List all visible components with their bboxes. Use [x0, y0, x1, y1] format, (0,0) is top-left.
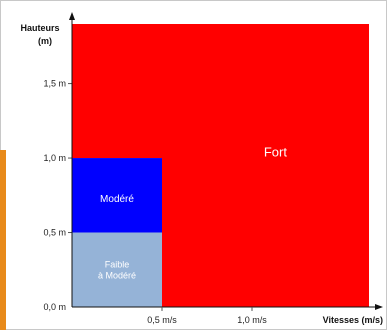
x-tick-label-0: 0,5 m/s — [147, 315, 177, 325]
y-tick-label-2: 1,0 m — [43, 153, 66, 163]
ticks-layer: 0,0 m 0,5 m 1,0 m 1,5 m 0,5 m/s 1,0 m/s — [43, 79, 267, 325]
grid-layer — [68, 83, 72, 234]
zone-label-3-1: à Modéré — [98, 271, 136, 281]
zone-label-0-0: Fort — [264, 145, 288, 160]
y-axis-arrow — [69, 12, 75, 20]
x-tick-label-1: 1,0 m/s — [237, 315, 267, 325]
x-axis-title: Vitesses (m/s) — [323, 315, 383, 325]
y-axis-title-line-1: Hauteurs — [20, 23, 59, 33]
zone-label-3-0: Faible — [105, 259, 130, 269]
x-axis-arrow — [375, 304, 383, 310]
axes-layer — [69, 12, 383, 310]
zone-label-2-0: Modéré — [100, 194, 134, 205]
zone-rect-2 — [72, 158, 162, 233]
y-axis-title-line-2: (m) — [38, 36, 52, 46]
y-tick-label-0: 0,0 m — [43, 302, 66, 312]
y-tick-label-1: 0,5 m — [43, 228, 66, 238]
zone-rect-3 — [72, 232, 162, 307]
orange-edge-decoration — [0, 150, 6, 330]
zone-rect-1 — [72, 24, 162, 159]
y-tick-label-3: 1,5 m — [43, 79, 66, 89]
zones-layer: Fort Modéré Faible à Modéré — [72, 24, 369, 307]
zone-rect-0 — [162, 24, 369, 307]
labels-layer: Hauteurs (m) Vitesses (m/s) — [20, 23, 383, 325]
